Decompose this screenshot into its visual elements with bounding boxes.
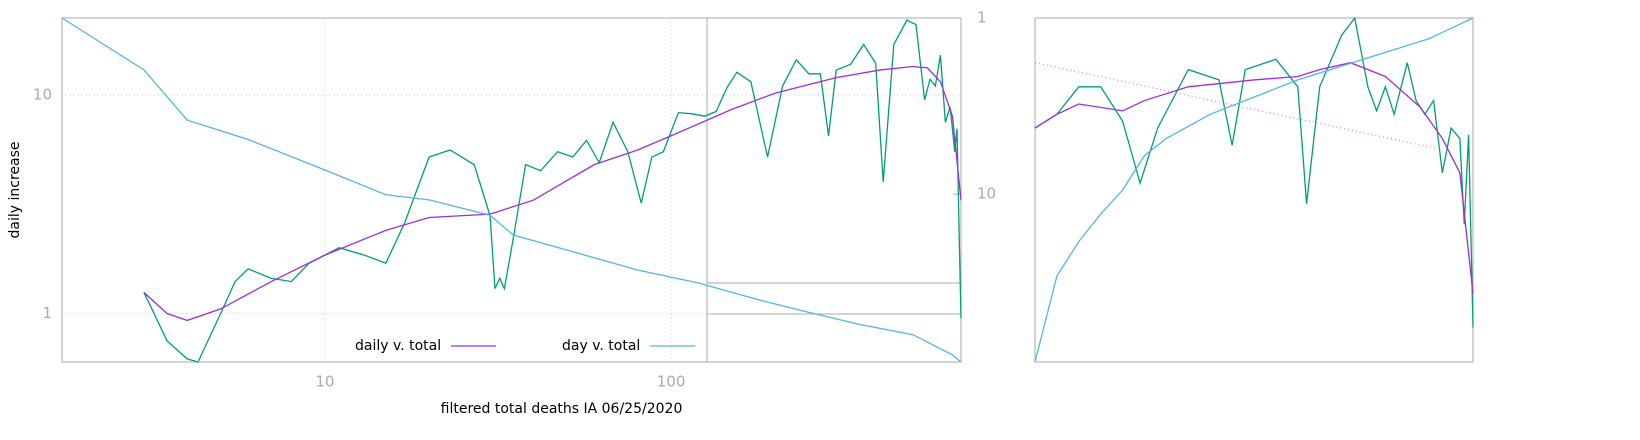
y2-tick-label: 10 [977, 185, 996, 203]
plot-frame [1034, 17, 1474, 363]
series-line [1034, 17, 1474, 363]
x-axis-label: filtered total deaths IA 06/25/2020 [441, 401, 683, 417]
series-line [1034, 16, 1474, 328]
series-line [143, 19, 962, 363]
y2-tick-label: 1 [977, 9, 987, 27]
series-line [61, 17, 962, 363]
x-tick-label: 100 [657, 373, 686, 391]
y-tick-label: 10 [33, 85, 52, 103]
series-line [1034, 62, 1474, 294]
legend-label: day v. total [562, 338, 640, 354]
y-axis-label: daily increase [7, 142, 23, 239]
x-tick-label: 10 [315, 373, 334, 391]
y-tick-label: 1 [42, 304, 52, 322]
legend-label: daily v. total [355, 338, 441, 354]
series-line [143, 65, 962, 322]
plot-frame [61, 17, 962, 363]
series-line [1034, 62, 1439, 150]
